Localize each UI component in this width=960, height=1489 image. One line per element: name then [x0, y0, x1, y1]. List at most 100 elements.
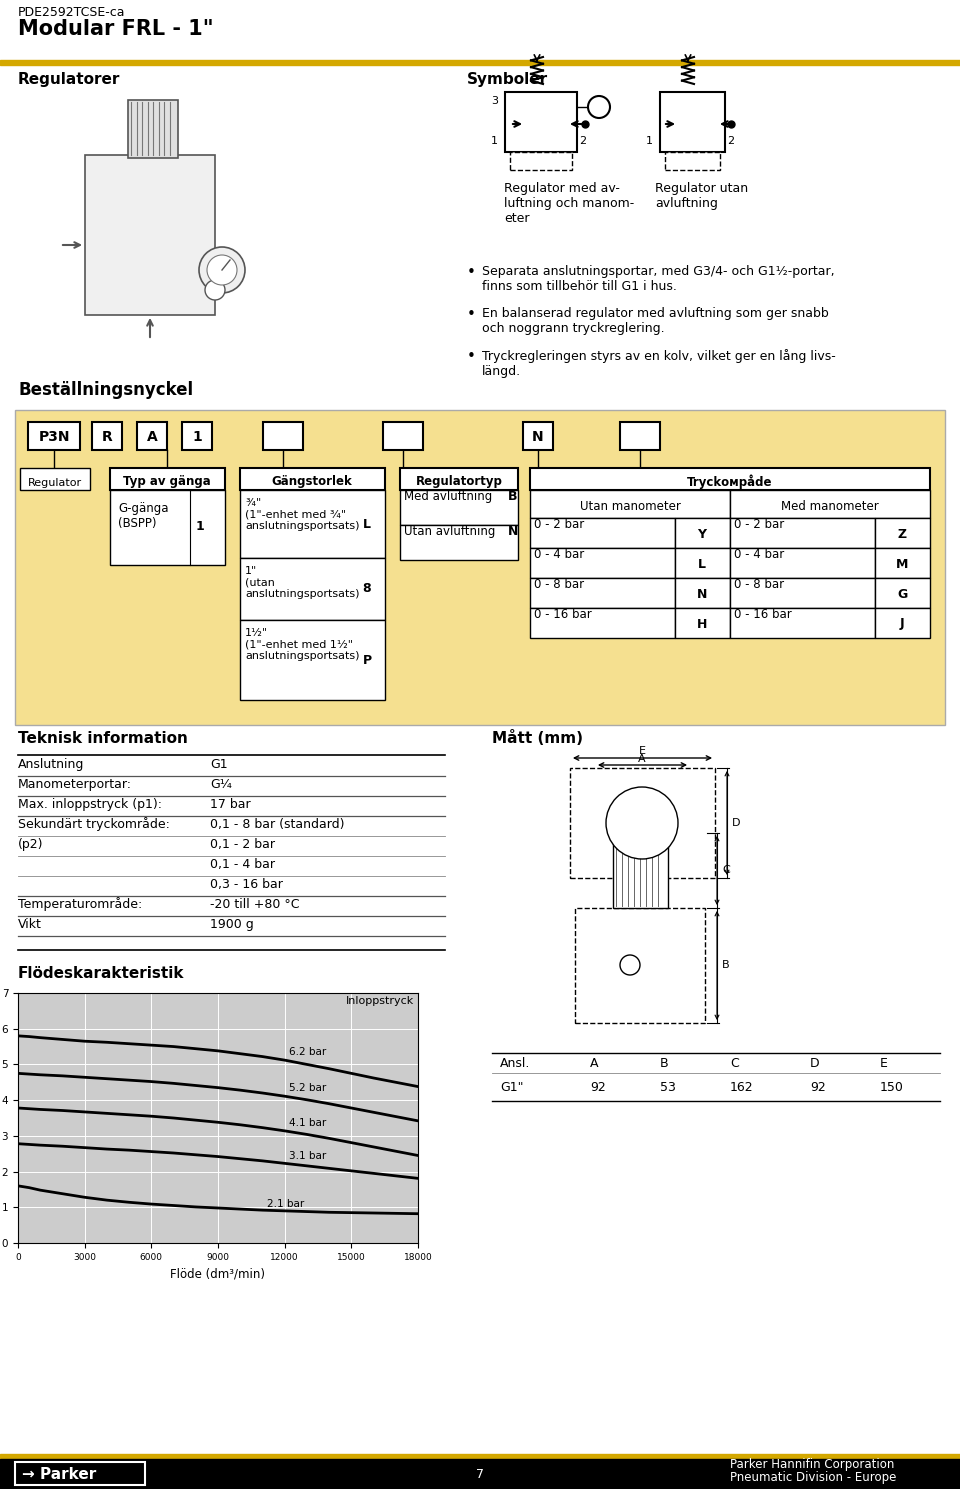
Bar	[400, 468, 518, 490]
Text: 1: 1	[192, 430, 202, 444]
Text: Utan manometer: Utan manometer	[580, 499, 681, 512]
Bar	[730, 548, 875, 578]
Bar	[730, 578, 875, 608]
Text: Parker Hannifin Corporation: Parker Hannifin Corporation	[730, 1458, 895, 1471]
Text: G-gänga
(BSPP): G-gänga (BSPP)	[118, 502, 169, 530]
Text: -20 till +80 °C: -20 till +80 °C	[210, 898, 300, 911]
Bar	[675, 608, 730, 637]
Text: G¹⁄₄: G¹⁄₄	[210, 777, 232, 791]
Text: E: E	[880, 1057, 888, 1071]
Bar	[523, 421, 553, 450]
Text: 1: 1	[491, 135, 498, 146]
Text: 2: 2	[579, 135, 587, 146]
Text: 1"
(utan
anslutningsportsats): 1" (utan anslutningsportsats)	[245, 566, 359, 599]
Bar	[110, 490, 225, 564]
Bar	[0, 60, 960, 66]
Text: Separata anslutningsportar, med G3/4- och G1¹⁄₂-portar,
finns som tillbehör till: Separata anslutningsportar, med G3/4- oc…	[482, 265, 834, 293]
Text: 0 - 16 bar: 0 - 16 bar	[734, 608, 792, 621]
Text: Z: Z	[898, 527, 906, 541]
Bar	[240, 558, 385, 619]
Text: Teknisk information: Teknisk information	[18, 731, 188, 746]
Bar	[730, 608, 875, 637]
Text: 5.2 bar: 5.2 bar	[289, 1083, 326, 1093]
Text: 0 - 2 bar: 0 - 2 bar	[734, 518, 784, 532]
Text: Anslutning: Anslutning	[18, 758, 84, 771]
Ellipse shape	[588, 95, 610, 118]
Bar	[620, 421, 660, 450]
Text: •: •	[467, 307, 476, 322]
Text: Regulator: Regulator	[28, 478, 82, 488]
Bar	[675, 578, 730, 608]
Text: C: C	[730, 1057, 739, 1071]
Text: E: E	[638, 746, 645, 756]
Text: Utan avluftning: Utan avluftning	[404, 526, 495, 538]
Text: P: P	[363, 654, 372, 667]
Text: 0,3 - 16 bar: 0,3 - 16 bar	[210, 879, 283, 890]
X-axis label: Flöde (dm³/min): Flöde (dm³/min)	[171, 1267, 266, 1281]
Bar	[530, 608, 675, 637]
Text: G1": G1"	[500, 1081, 523, 1094]
Text: Gängstorlek: Gängstorlek	[272, 475, 352, 488]
Text: N: N	[508, 526, 518, 538]
Bar	[530, 548, 675, 578]
Bar	[610, 825, 671, 835]
Bar	[263, 421, 303, 450]
Text: A: A	[147, 430, 157, 444]
Bar	[730, 518, 875, 548]
Text: 0,1 - 2 bar: 0,1 - 2 bar	[210, 838, 275, 852]
Text: Regulatorer: Regulatorer	[18, 71, 120, 86]
Text: Med manometer: Med manometer	[781, 499, 878, 512]
Text: 1: 1	[646, 135, 653, 146]
Text: B: B	[508, 490, 517, 503]
Ellipse shape	[620, 954, 640, 975]
Bar	[613, 832, 668, 908]
Bar	[128, 100, 178, 158]
Ellipse shape	[207, 255, 237, 284]
Text: 0 - 4 bar: 0 - 4 bar	[534, 548, 585, 561]
Text: 92: 92	[590, 1081, 606, 1094]
Text: 7: 7	[476, 1468, 484, 1482]
Bar	[0, 1459, 960, 1489]
Text: L: L	[698, 557, 706, 570]
Bar	[660, 92, 725, 152]
Bar	[875, 518, 930, 548]
Text: G1: G1	[210, 758, 228, 771]
Text: B: B	[722, 960, 730, 969]
Bar	[92, 421, 122, 450]
Bar	[730, 490, 930, 518]
Text: → Parker: → Parker	[22, 1467, 96, 1482]
Bar	[665, 152, 720, 170]
Text: H: H	[697, 618, 708, 630]
Text: Pneumatic Division - Europe: Pneumatic Division - Europe	[730, 1471, 897, 1485]
Bar	[675, 548, 730, 578]
Text: Mått (mm): Mått (mm)	[492, 730, 583, 746]
Bar	[137, 421, 167, 450]
Text: B: B	[660, 1057, 668, 1071]
Text: 0 - 8 bar: 0 - 8 bar	[734, 578, 784, 591]
Text: •: •	[467, 348, 476, 363]
Bar	[240, 490, 385, 558]
Text: N: N	[697, 588, 708, 600]
Text: 0 - 16 bar: 0 - 16 bar	[534, 608, 591, 621]
Bar	[530, 518, 675, 548]
Text: 0 - 2 bar: 0 - 2 bar	[534, 518, 585, 532]
Text: Vikt: Vikt	[18, 919, 42, 931]
Text: L: L	[363, 518, 371, 530]
Text: A: A	[638, 753, 646, 764]
Text: Flödeskarakteristik: Flödeskarakteristik	[18, 966, 184, 981]
Text: •: •	[467, 265, 476, 280]
Bar	[505, 92, 577, 152]
Bar	[570, 768, 715, 879]
Bar	[575, 908, 705, 1023]
Text: Typ av gänga: Typ av gänga	[123, 475, 211, 488]
Text: Regulatortyp: Regulatortyp	[416, 475, 502, 488]
Bar	[383, 421, 423, 450]
Text: R: R	[102, 430, 112, 444]
Text: D: D	[732, 817, 740, 828]
Bar	[182, 421, 212, 450]
Bar	[240, 619, 385, 700]
Bar	[20, 468, 90, 490]
Ellipse shape	[205, 280, 225, 299]
Text: P3N: P3N	[38, 430, 70, 444]
Text: 2: 2	[727, 135, 734, 146]
